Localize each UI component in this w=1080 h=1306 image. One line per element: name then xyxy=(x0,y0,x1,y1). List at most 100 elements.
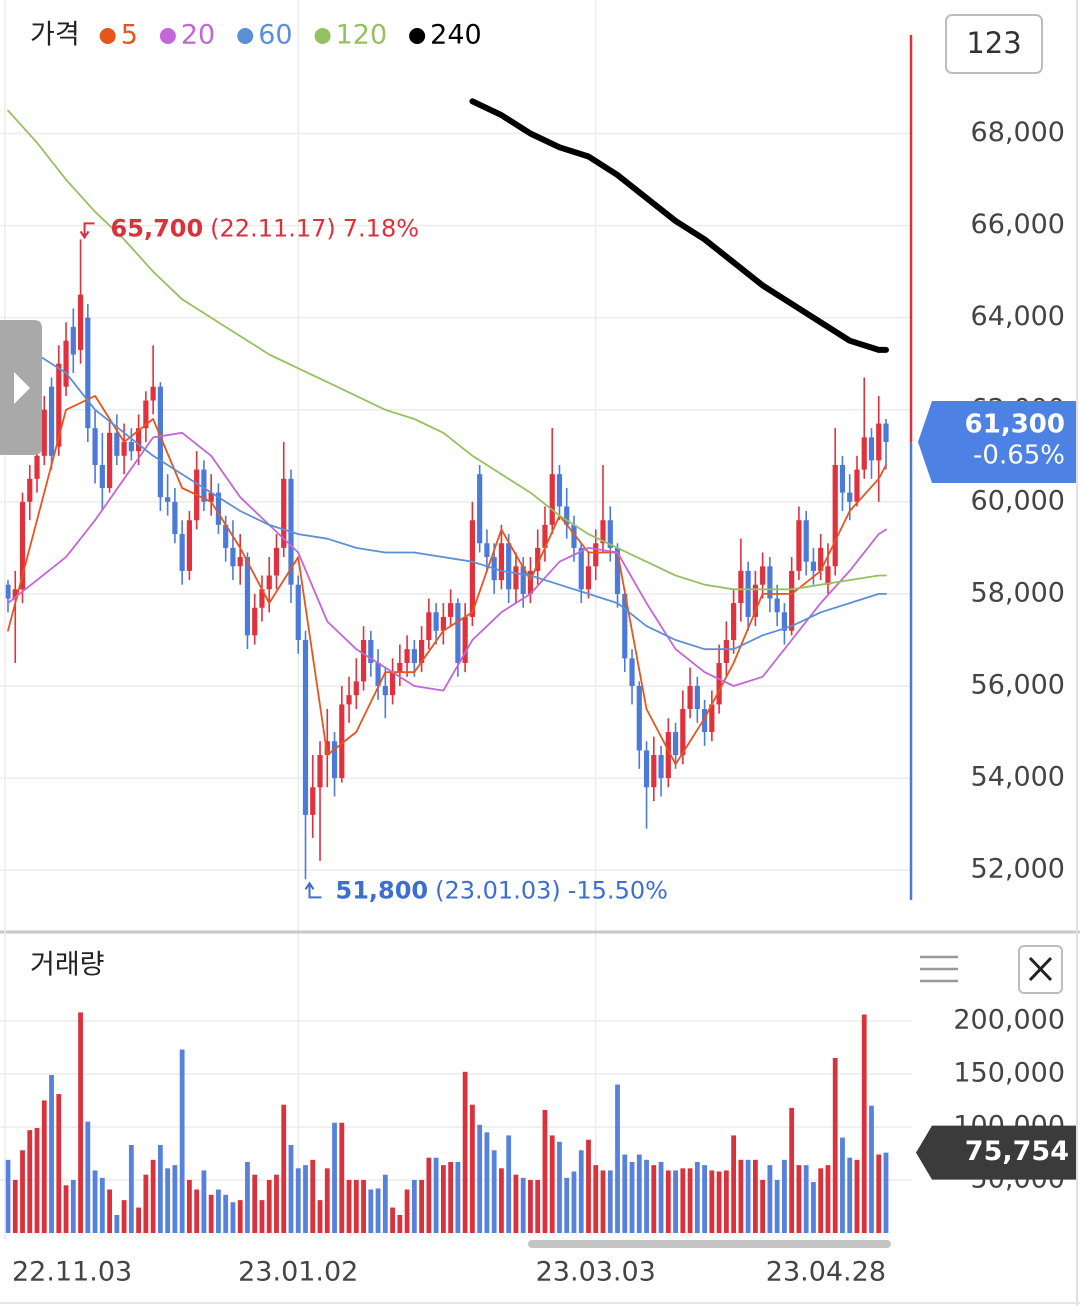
volume-bar xyxy=(687,1168,693,1233)
volume-bar xyxy=(847,1157,853,1233)
volume-bar xyxy=(586,1139,591,1233)
candle-body xyxy=(92,428,98,465)
candle-body xyxy=(535,547,541,571)
volume-bar xyxy=(266,1179,272,1233)
candle-body xyxy=(27,478,33,502)
candle-body xyxy=(716,662,722,705)
volume-bar xyxy=(636,1154,642,1233)
volume-bar xyxy=(259,1200,265,1233)
volume-bar xyxy=(477,1124,483,1233)
candle-body xyxy=(520,566,526,594)
candle-body xyxy=(259,589,265,608)
menu-icon[interactable] xyxy=(920,955,958,983)
candle-body xyxy=(745,570,751,617)
volume-bar xyxy=(622,1154,628,1233)
candle-body xyxy=(85,317,91,429)
volume-bar xyxy=(709,1170,715,1233)
volume-bar xyxy=(317,1200,323,1233)
candle-body xyxy=(455,603,461,663)
candle-body xyxy=(810,561,817,571)
volume-bar xyxy=(549,1135,555,1233)
volume-bar xyxy=(85,1121,91,1233)
volume-bar xyxy=(390,1207,395,1233)
volume-bar xyxy=(179,1049,185,1233)
candle-body xyxy=(99,465,105,489)
x-tick-label: 23.04.28 xyxy=(766,1257,886,1288)
volume-bar xyxy=(63,1185,69,1233)
annotation-date: (23.01.03) xyxy=(435,876,561,904)
period-button[interactable]: 123 xyxy=(945,14,1043,74)
ma-line xyxy=(7,395,887,766)
price-plot xyxy=(5,98,889,880)
candle-body xyxy=(564,506,570,525)
volume-bar xyxy=(803,1165,809,1233)
volume-bar xyxy=(288,1144,294,1233)
volume-bar xyxy=(281,1104,287,1233)
candle-body xyxy=(643,750,650,788)
candle-body xyxy=(41,409,47,456)
candle-body xyxy=(121,441,127,456)
volume-bar xyxy=(448,1161,454,1233)
candle-body xyxy=(317,755,323,788)
candle-body xyxy=(665,732,671,779)
candle-body xyxy=(462,616,468,663)
volume-bar xyxy=(324,1168,330,1233)
candle-body xyxy=(106,432,113,489)
volume-bar xyxy=(5,1159,11,1233)
volume-bar xyxy=(201,1170,207,1233)
candle-body xyxy=(854,469,860,502)
candle-body xyxy=(796,520,802,571)
candle-body xyxy=(230,547,236,567)
annotation-change: -15.50% xyxy=(568,876,668,904)
candle-body xyxy=(723,639,729,663)
candle-body xyxy=(433,612,439,631)
candle-body xyxy=(789,570,795,631)
volume-bar xyxy=(782,1159,787,1233)
volume-badge-value: 75,754 xyxy=(965,1136,1069,1167)
volume-bar xyxy=(789,1107,795,1233)
volume-bar xyxy=(752,1159,758,1233)
volume-bar xyxy=(20,1150,25,1233)
volume-bar xyxy=(506,1135,512,1233)
legend-label: 240 xyxy=(430,20,482,51)
side-tab[interactable] xyxy=(0,320,42,455)
volume-bar xyxy=(578,1150,584,1233)
ma-line xyxy=(469,98,889,353)
volume-bar xyxy=(658,1161,664,1233)
candle-body xyxy=(114,432,120,456)
candle-body xyxy=(324,741,330,756)
volume-bar xyxy=(274,1174,279,1233)
volume-bar xyxy=(12,1179,18,1233)
candle-body xyxy=(404,649,410,663)
y-tick-label: 58,000 xyxy=(971,577,1065,608)
candle-body xyxy=(397,662,403,673)
candle-body xyxy=(273,547,280,576)
candle-body xyxy=(331,741,338,779)
scrollbar[interactable] xyxy=(528,1240,891,1248)
candle-body xyxy=(847,492,853,502)
legend-label: 120 xyxy=(336,20,388,51)
candle-body xyxy=(411,649,417,663)
annotation: 51,800 (23.01.03) -15.50% xyxy=(336,876,668,904)
legend-label: 20 xyxy=(181,20,215,51)
candle-body xyxy=(244,557,251,636)
close-button[interactable] xyxy=(1018,945,1063,994)
candle-body xyxy=(876,423,882,461)
candle-body xyxy=(607,520,613,548)
volume-bar xyxy=(825,1165,831,1233)
ma-line xyxy=(7,109,887,591)
candle-body xyxy=(498,543,505,581)
candle-body xyxy=(868,437,875,461)
volume-bar xyxy=(738,1159,744,1233)
volume-bar xyxy=(731,1135,737,1233)
candle-body xyxy=(223,524,229,548)
volume-bar xyxy=(760,1179,766,1233)
candle-body xyxy=(774,598,780,613)
volume-bar xyxy=(818,1168,824,1233)
candle-body xyxy=(339,704,345,779)
volume-bar xyxy=(375,1188,381,1233)
annotation: 65,700 (22.11.17) 7.18% xyxy=(111,214,419,242)
legend-label: 5 xyxy=(121,20,138,51)
candle-body xyxy=(781,612,788,631)
volume-bar xyxy=(723,1170,729,1233)
